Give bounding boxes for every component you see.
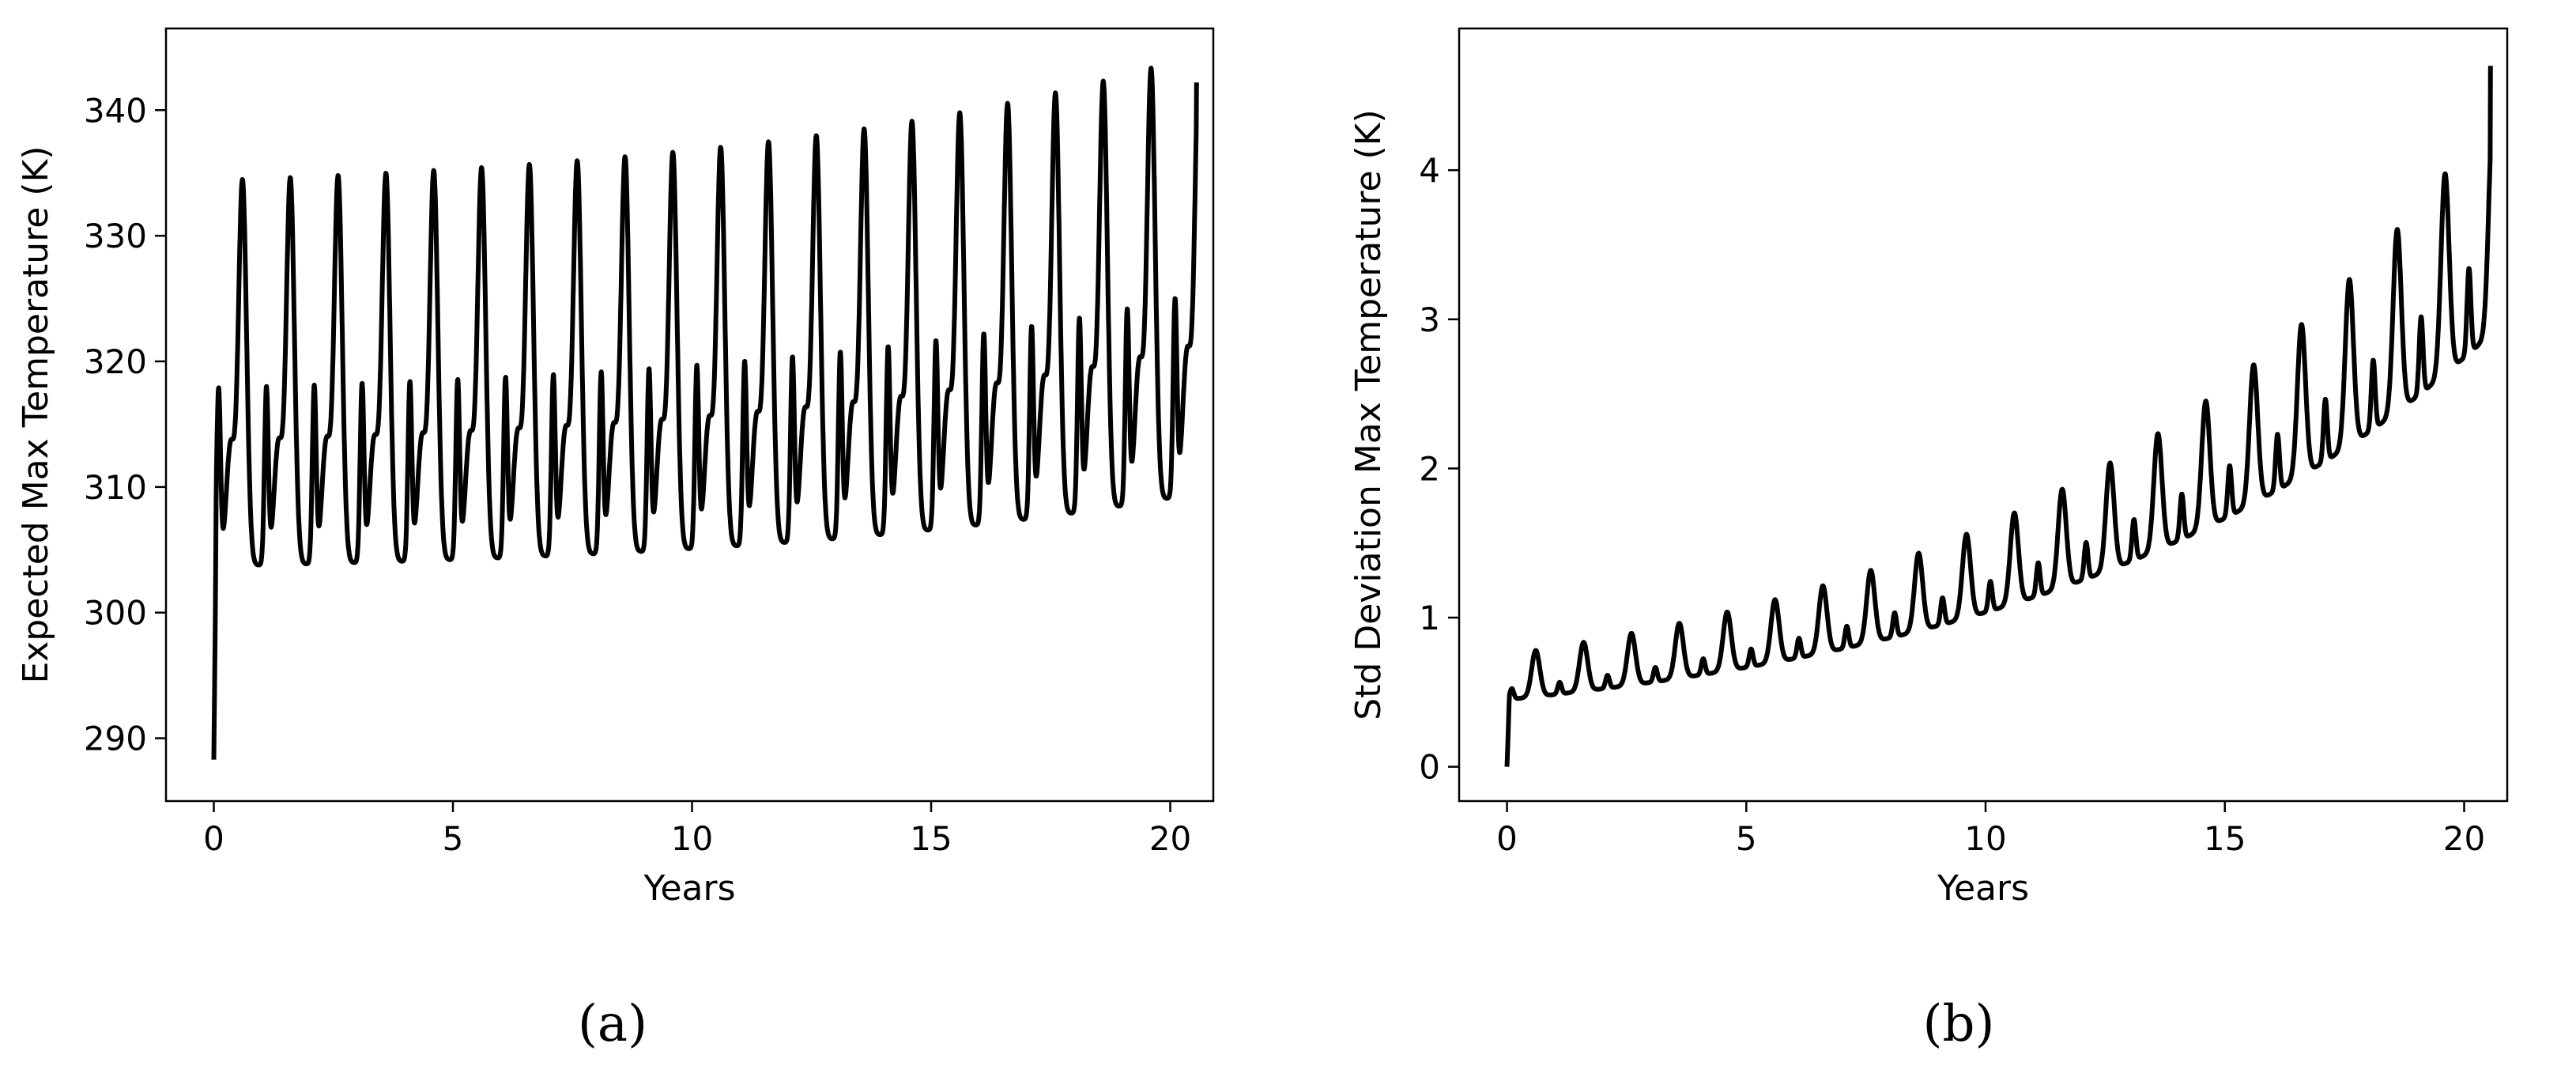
y-axis-label-a: Expected Max Temperature (K) (16, 146, 56, 683)
x-axis-label-a: Years (643, 868, 735, 909)
x-tick-label-a-15: 15 (910, 819, 952, 858)
caption-b: (b) (1922, 995, 1995, 1053)
series-line-a-0 (211, 66, 1199, 760)
series-line-b-0 (1504, 66, 2493, 767)
y-tick-label-a-310: 310 (84, 468, 147, 507)
plot-frame-b (1458, 27, 2509, 803)
y-tick-label-a-290: 290 (84, 720, 147, 758)
x-tick-label-b-20: 20 (2443, 819, 2485, 858)
x-tick-label-a-5: 5 (443, 819, 464, 858)
x-tick-label-a-0: 0 (203, 819, 224, 858)
y-tick-label-b-3: 3 (1419, 300, 1440, 339)
y-tick-label-a-320: 320 (84, 342, 147, 381)
x-tick-label-a-20: 20 (1149, 819, 1191, 858)
x-tick-label-b-5: 5 (1736, 819, 1757, 858)
x-tick-label-b-10: 10 (1964, 819, 2006, 858)
x-tick-label-b-15: 15 (2204, 819, 2246, 858)
y-tick-label-a-330: 330 (84, 217, 147, 255)
y-tick-label-a-340: 340 (84, 91, 147, 130)
y-tick-label-b-1: 1 (1419, 599, 1440, 637)
x-tick-label-a-10: 10 (671, 819, 713, 858)
chart-a: 0 5 10 15 20 290 300 310 320 330 340 Years Expected … (16, 27, 1215, 909)
x-axis-label-b: Years (1937, 868, 2029, 909)
y-tick-label-b-0: 0 (1419, 748, 1440, 787)
y-tick-label-a-300: 300 (84, 594, 147, 633)
chart-b: 0 5 10 15 20 0 1 2 3 4 Years Std Deviation Max Temp… (1348, 27, 2509, 909)
plot-frame-a (164, 27, 1215, 803)
y-tick-label-b-4: 4 (1419, 151, 1440, 190)
x-tick-label-b-0: 0 (1496, 819, 1518, 858)
caption-a: (a) (577, 995, 648, 1053)
y-axis-label-b: Std Deviation Max Temperature (K) (1348, 109, 1389, 720)
y-tick-label-b-2: 2 (1419, 449, 1440, 488)
